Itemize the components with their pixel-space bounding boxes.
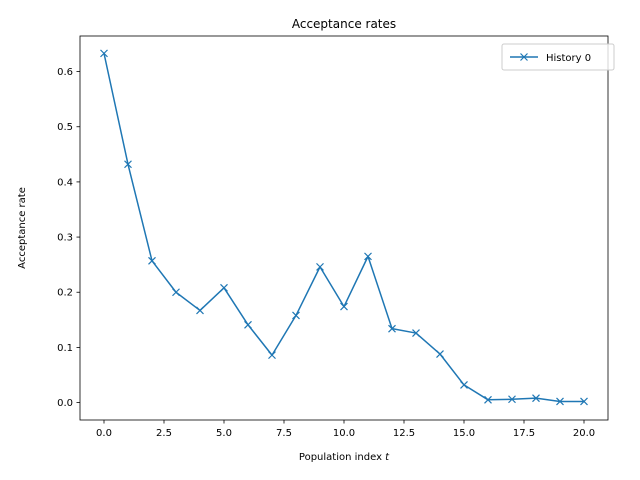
- y-tick-label: 0.6: [57, 67, 73, 78]
- data-point-marker: [172, 288, 180, 297]
- x-tick-label: 17.5: [513, 428, 535, 439]
- data-point-marker: [580, 397, 588, 406]
- data-point-marker: [388, 324, 396, 333]
- y-axis-label: Acceptance rate: [17, 187, 28, 269]
- x-tick-label: 12.5: [393, 428, 415, 439]
- legend-marker-swatch: [520, 53, 528, 61]
- data-point-marker: [244, 320, 252, 329]
- data-point-marker: [508, 395, 516, 404]
- y-tick-label: 0.3: [57, 233, 73, 244]
- data-point-marker: [484, 395, 492, 404]
- data-point-marker: [412, 329, 420, 337]
- data-point-marker: [436, 350, 444, 358]
- legend-label-history-0: History 0: [546, 53, 591, 64]
- y-tick-label: 0.5: [57, 122, 73, 133]
- x-axis-label-variable: t: [385, 452, 390, 463]
- y-tick-label: 0.1: [57, 343, 73, 354]
- y-tick-label: 0.0: [57, 398, 73, 409]
- y-tick-label: 0.2: [57, 288, 73, 299]
- data-point-marker: [100, 49, 108, 58]
- y-tick-label: 0.4: [57, 177, 73, 188]
- data-point-marker: [196, 306, 204, 315]
- x-tick-label: 7.5: [276, 428, 292, 439]
- data-point-marker: [556, 397, 564, 406]
- legend: History 0: [501, 43, 615, 71]
- data-point-marker: [460, 380, 468, 389]
- x-tick-label: 2.5: [156, 428, 172, 439]
- data-point-marker: [316, 262, 324, 271]
- data-point-marker: [340, 302, 348, 311]
- x-tick-label: 0.0: [96, 428, 112, 439]
- data-point-marker: [364, 252, 372, 261]
- x-axis-label: Population index t: [299, 452, 390, 463]
- legend-frame: [501, 43, 615, 71]
- x-tick-label: 20.0: [573, 428, 595, 439]
- x-tick-label: 15.0: [453, 428, 475, 439]
- data-point-marker: [148, 256, 156, 265]
- x-axis-label-main: Population index: [299, 452, 385, 463]
- data-point-marker: [220, 283, 228, 292]
- plot-area: 0.0 2.5 5.0 7.5 10.0 12.5 15.0 17.5 20.0 0.0 0.1 0.…: [57, 35, 609, 439]
- data-point-marker: [268, 351, 276, 360]
- data-point-marker: [532, 394, 540, 403]
- chart-title: Acceptance rates: [292, 17, 396, 31]
- data-point-marker: [124, 160, 132, 169]
- data-point-marker: [292, 311, 300, 320]
- x-tick-label: 10.0: [333, 428, 355, 439]
- x-tick-label: 5.0: [216, 428, 232, 439]
